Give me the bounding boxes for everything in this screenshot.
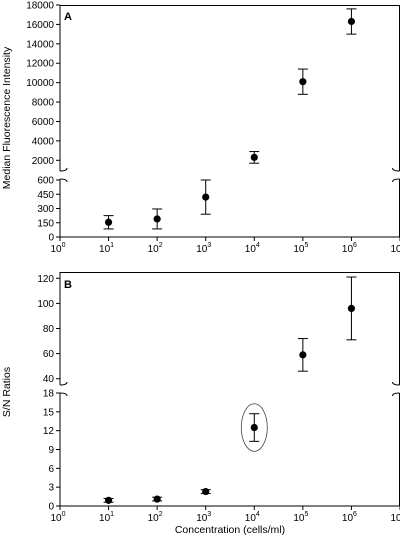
data-point — [346, 276, 357, 341]
y-tick-label: 14000 — [26, 39, 54, 50]
data-point — [200, 179, 211, 215]
x-tick-label: 106 — [342, 242, 357, 255]
y-tick-label: 12 — [43, 426, 55, 437]
data-point — [297, 338, 308, 372]
y-tick-label: 18000 — [26, 1, 54, 12]
highlight-ellipse — [240, 403, 268, 452]
y-tick-label: 18 — [43, 389, 55, 400]
y-tick-label: 9 — [48, 445, 54, 456]
axis-break-mark — [392, 178, 400, 183]
y-axis-label-b: S/N Ratios — [1, 367, 13, 417]
data-point — [200, 487, 211, 496]
y-tick-label: 10000 — [26, 78, 54, 89]
y-tick-label: 3 — [48, 483, 54, 494]
data-point — [103, 496, 114, 504]
panel-a: 0 150 300 450 600 2000 4000 6000 8000 10000 12000 1… — [26, 1, 400, 255]
y-tick-label: 60 — [43, 349, 55, 360]
axis-break-mark — [392, 381, 400, 386]
data-point — [103, 215, 114, 230]
y-tick-label: 6 — [48, 464, 54, 475]
y-tick-label: 4000 — [32, 136, 55, 147]
x-tick-label: 102 — [148, 242, 163, 255]
data-marker — [153, 215, 161, 223]
y-tick-label: 80 — [43, 324, 55, 335]
x-tick-label: 107 — [390, 511, 400, 524]
y-tick-label: 300 — [37, 204, 54, 215]
data-marker — [299, 78, 307, 86]
x-tick-label: 100 — [50, 242, 65, 255]
axis-break-mark — [59, 381, 68, 386]
x-tick-label: 105 — [293, 511, 308, 524]
y-tick-label: 15 — [43, 407, 55, 418]
data-marker — [347, 304, 356, 313]
plot-layers: 0150300450600200040006000800010000120001… — [26, 1, 400, 524]
y-tick-label: 16000 — [26, 20, 54, 31]
data-point — [346, 8, 357, 35]
data-marker — [250, 153, 258, 161]
axis-break-mark — [392, 392, 400, 397]
y-tick-label: 100 — [37, 299, 54, 310]
data-point — [152, 495, 163, 503]
y-tick-label: 40 — [43, 374, 55, 385]
x-tick-label: 102 — [148, 511, 163, 524]
axis-break-mark — [392, 167, 400, 172]
y-tick-label: 0 — [48, 502, 54, 513]
data-point — [152, 208, 163, 230]
x-tick-label: 104 — [245, 242, 260, 255]
x-tick-label: 103 — [196, 242, 211, 255]
data-marker — [202, 487, 210, 496]
data-marker — [299, 351, 307, 359]
data-marker — [104, 218, 113, 226]
data-marker — [250, 423, 258, 432]
x-tick-label: 107 — [390, 242, 400, 255]
y-tick-label: 120 — [37, 274, 54, 285]
x-tick-label: 101 — [99, 511, 114, 524]
y-axis-label-a: Median Fluorescence Intensity — [1, 46, 13, 189]
data-point — [240, 403, 268, 452]
x-tick-label: 105 — [293, 242, 308, 255]
x-tick-label: 100 — [50, 511, 65, 524]
y-tick-label: 450 — [37, 190, 54, 201]
data-marker — [153, 495, 161, 503]
panel-b: 0 3 6 9 12 15 18 40 60 80 100 120 100 101 102 103 104 105… — [37, 272, 400, 524]
x-tick-label: 106 — [342, 511, 357, 524]
y-tick-label: 6000 — [32, 117, 55, 128]
x-axis-label-b: Concentration (cells/ml) — [175, 524, 285, 536]
y-tick-label: 12000 — [26, 59, 54, 70]
y-tick-label: 600 — [37, 176, 54, 187]
y-tick-label: 0 — [48, 233, 54, 244]
panel-b-label: B — [64, 279, 72, 291]
data-marker — [202, 193, 210, 201]
axis-break-mark — [59, 178, 68, 183]
axis-break-mark — [59, 392, 68, 397]
data-marker — [104, 496, 113, 504]
x-tick-label: 103 — [196, 511, 211, 524]
panel-a-label: A — [64, 11, 72, 23]
data-point — [249, 151, 260, 164]
data-marker — [347, 17, 356, 26]
axis-break-mark — [59, 167, 68, 172]
data-point — [297, 68, 308, 95]
y-tick-label: 150 — [37, 218, 54, 229]
x-tick-label: 101 — [99, 242, 114, 255]
y-tick-label: 8000 — [32, 98, 55, 109]
y-tick-label: 2000 — [32, 156, 55, 167]
x-tick-label: 104 — [245, 511, 260, 524]
